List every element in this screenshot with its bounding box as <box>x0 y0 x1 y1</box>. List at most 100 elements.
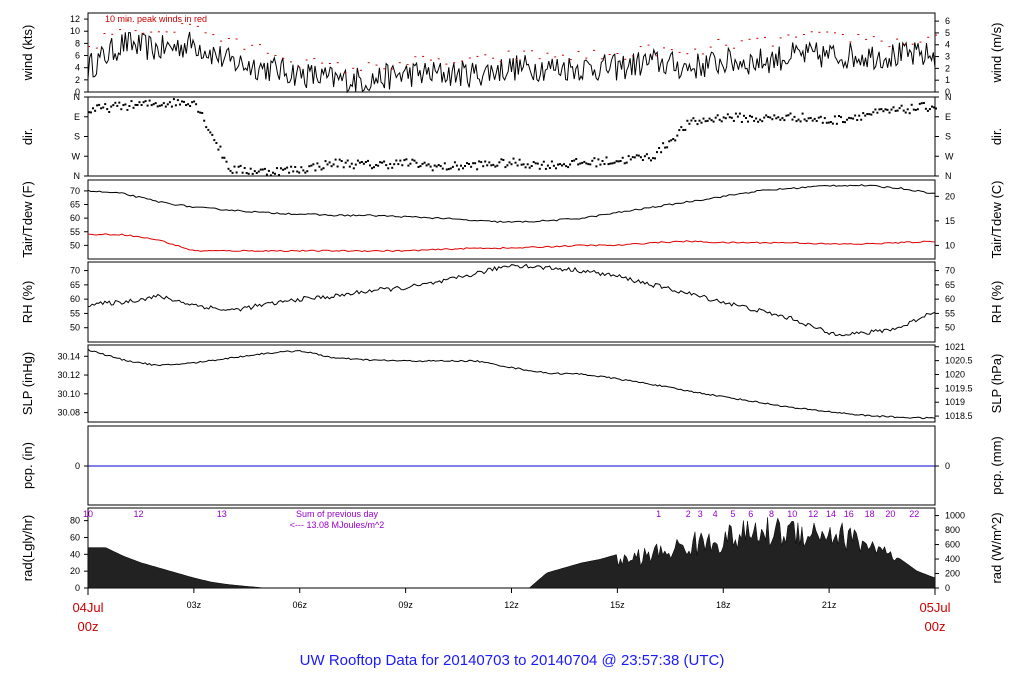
wind-dir-point <box>734 112 737 115</box>
wind-dir-point <box>166 103 169 106</box>
peak-wind-point <box>585 57 588 59</box>
wind-dir-point <box>304 171 307 174</box>
peak-wind-point <box>616 53 619 54</box>
slp-panel-left-tick-label: 30.12 <box>57 370 80 380</box>
wind-dir-point <box>690 119 693 122</box>
wind-dir-point <box>164 105 167 108</box>
wind-dir-point <box>829 121 832 123</box>
wind-dir-point <box>876 111 879 114</box>
wind-dir-point <box>561 164 563 167</box>
peak-wind-point <box>523 50 526 52</box>
wind-dir-point <box>249 167 252 170</box>
peak-wind-point <box>142 32 145 34</box>
wind-dir-point <box>148 99 151 102</box>
peak-wind-point <box>896 38 899 40</box>
wind-dir-point <box>730 116 733 119</box>
wind-dir-point <box>613 161 616 164</box>
wind-dir-point <box>559 163 561 166</box>
wind-dir-point <box>550 160 553 163</box>
wind-dir-point <box>197 110 200 113</box>
wind-dir-point <box>201 112 204 114</box>
sun-hour-label: 4 <box>713 509 718 519</box>
wind-panel-left-tick-label: 10 <box>70 26 80 36</box>
wind-dir-point <box>603 163 606 165</box>
wind-dir-point <box>846 118 849 121</box>
wind-dir-point <box>842 121 844 123</box>
peak-wind-point <box>600 58 603 60</box>
wind-dir-point <box>118 101 121 104</box>
wind-dir-point <box>367 159 369 162</box>
peak-wind-point <box>274 55 277 56</box>
peak-wind-point <box>165 31 168 33</box>
temp-panel-right-tick-label: 20 <box>945 191 955 201</box>
peak-wind-point <box>134 30 137 32</box>
wind-dir-point <box>344 161 347 164</box>
wind-dir-point <box>892 106 895 109</box>
wind-dir-point <box>874 108 877 111</box>
wind-dir-point <box>647 157 650 160</box>
peak-wind-point <box>624 58 627 60</box>
wind-dir-point <box>821 121 824 124</box>
wind-dir-point <box>433 164 436 167</box>
wind-dir-point <box>743 114 745 117</box>
wind-dir-point <box>888 111 891 114</box>
wind-dir-point <box>787 114 790 117</box>
wind-dir-point <box>306 170 309 173</box>
peak-wind-point <box>313 58 316 60</box>
wind-dir-point <box>886 108 889 111</box>
wind-dir-point <box>419 165 422 168</box>
rad-panel-left-tick-label: 20 <box>70 566 80 576</box>
slp-panel-ylabel-left: SLP (inHg) <box>20 352 35 415</box>
wind-dir-point <box>668 140 671 143</box>
dir-panel-right-tick-label: S <box>945 132 951 142</box>
wind-dir-point <box>643 155 646 158</box>
peak-wind-point <box>593 49 596 51</box>
sun-hour-label: 22 <box>909 509 919 519</box>
wind-panel-ylabel-right: wind (m/s) <box>989 23 1004 84</box>
wind-dir-point <box>508 161 511 164</box>
wind-dir-point <box>292 170 295 173</box>
peak-wind-point <box>857 34 860 35</box>
peak-wind-point <box>935 34 937 36</box>
peak-wind-point <box>826 31 829 33</box>
wind-dir-point <box>910 103 913 106</box>
sun-hour-label: 18 <box>865 509 875 519</box>
wind-dir-point <box>229 169 232 172</box>
wind-dir-point <box>793 115 796 118</box>
wind-dir-point <box>122 104 125 107</box>
wind-dir-point <box>641 159 644 161</box>
wind-dir-point <box>453 161 456 164</box>
peak-wind-point <box>562 54 564 56</box>
wind-dir-point <box>753 119 756 122</box>
wind-dir-point <box>276 167 278 170</box>
peak-wind-point <box>608 54 611 55</box>
wind-dir-point <box>524 166 527 169</box>
peak-wind-point <box>181 23 184 25</box>
wind-dir-point <box>472 162 475 165</box>
peak-wind-point <box>538 58 541 60</box>
wind-dir-point <box>838 115 840 117</box>
rad-panel-right-tick-label: 800 <box>945 525 960 535</box>
wind-dir-point <box>364 161 367 163</box>
wind-dir-point <box>417 166 420 168</box>
wind-panel-left-tick-label: 0 <box>75 87 80 97</box>
wind-dir-point <box>128 105 131 107</box>
x-end-hour: 00z <box>925 619 946 634</box>
wind-dir-point <box>896 109 899 112</box>
wind-dir-point <box>801 112 804 115</box>
wind-dir-point <box>352 167 355 170</box>
wind-speed-line <box>87 31 936 94</box>
wind-dir-point <box>518 158 521 161</box>
wind-dir-point <box>334 158 337 161</box>
wind-dir-point <box>193 100 196 103</box>
wind-dir-point <box>502 159 505 161</box>
wind-dir-point <box>330 165 333 168</box>
wind-dir-point <box>819 115 822 118</box>
slp-line <box>87 348 936 420</box>
wind-dir-point <box>504 166 507 169</box>
peak-wind-point <box>204 32 207 34</box>
peak-wind-point <box>453 62 456 64</box>
x-tick-label: 06z <box>292 600 307 610</box>
wind-dir-point <box>696 123 699 126</box>
wind-dir-point <box>431 169 434 172</box>
